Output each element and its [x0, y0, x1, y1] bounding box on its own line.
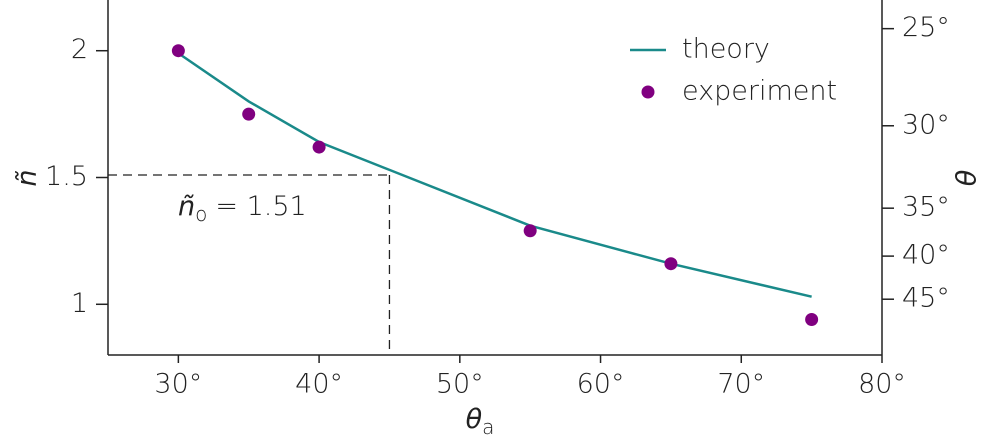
annotation-subscript: o — [195, 201, 207, 225]
y-tick-label: 1 — [71, 288, 88, 319]
data-point — [242, 107, 256, 121]
data-point — [312, 140, 326, 154]
x-tick-label: 30° — [154, 369, 202, 400]
y-tick-label: 2 — [71, 34, 88, 65]
data-point — [664, 257, 678, 271]
y2-axis-label: θ — [952, 170, 983, 187]
legend-marker — [641, 85, 655, 99]
x-axis-subscript: a — [482, 415, 494, 439]
annotation: ño = 1.51 — [178, 190, 307, 225]
x-tick-label: 40° — [295, 369, 343, 400]
annotation-text: = 1.51 — [215, 190, 306, 221]
y2-tick-label: 45° — [902, 283, 950, 314]
y-axis-label: ñ — [12, 169, 43, 186]
annotation-symbol: ñ — [178, 190, 195, 221]
y-tick-label: 1.5 — [45, 161, 88, 192]
y2-tick-label: 25° — [902, 12, 950, 43]
x-axis-symbol: θ — [466, 404, 483, 435]
data-point — [805, 313, 819, 326]
data-point — [171, 44, 185, 58]
x-tick-label: 80° — [858, 369, 906, 400]
x-tick-label: 70° — [717, 369, 765, 400]
x-tick-label: 60° — [577, 369, 625, 400]
y2-tick-label: 35° — [902, 192, 950, 223]
y2-tick-label: 40° — [902, 240, 950, 271]
x-tick-label: 50° — [436, 369, 484, 400]
data-point — [523, 224, 537, 238]
legend-label: experiment — [682, 76, 837, 107]
x-axis-label: θa — [466, 404, 495, 439]
legend-label: theory — [682, 34, 770, 65]
y2-tick-label: 30° — [902, 109, 950, 140]
